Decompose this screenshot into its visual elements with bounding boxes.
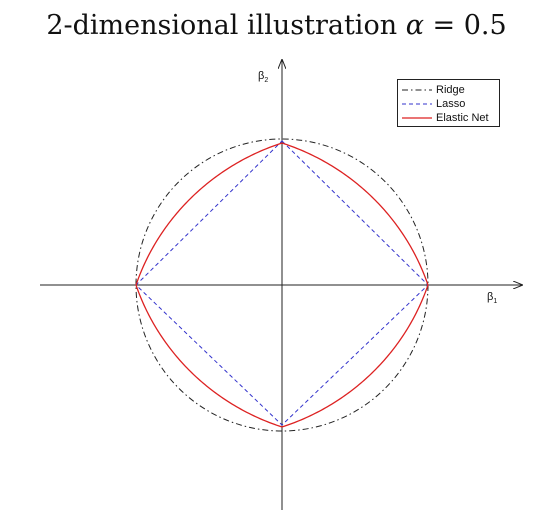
legend-label-elastic-net: Elastic Net	[436, 112, 489, 124]
legend-label-ridge: Ridge	[436, 84, 465, 96]
legend-label-lasso: Lasso	[436, 98, 466, 110]
legend-item-lasso: Lasso	[398, 97, 465, 111]
title-equals: =	[423, 10, 464, 41]
x-axis-label: β1	[487, 291, 498, 306]
elastic-net-curve	[135, 142, 429, 428]
title-alpha-symbol: α	[405, 10, 424, 41]
legend-swatch-lasso	[402, 103, 432, 105]
legend-item-elastic-net: Elastic Net	[398, 111, 489, 125]
legend-swatch-elastic-net	[402, 117, 432, 119]
legend: Ridge Lasso Elastic Net	[397, 79, 500, 127]
figure-title: 2-dimensional illustration α = 0.5	[0, 10, 553, 41]
lasso-diamond	[135, 140, 429, 426]
y-axis-label: β2	[258, 70, 269, 85]
legend-item-ridge: Ridge	[398, 83, 465, 97]
legend-swatch-ridge	[402, 89, 432, 91]
title-alpha-value: 0.5	[463, 10, 507, 41]
title-text: 2-dimensional illustration	[46, 10, 398, 41]
